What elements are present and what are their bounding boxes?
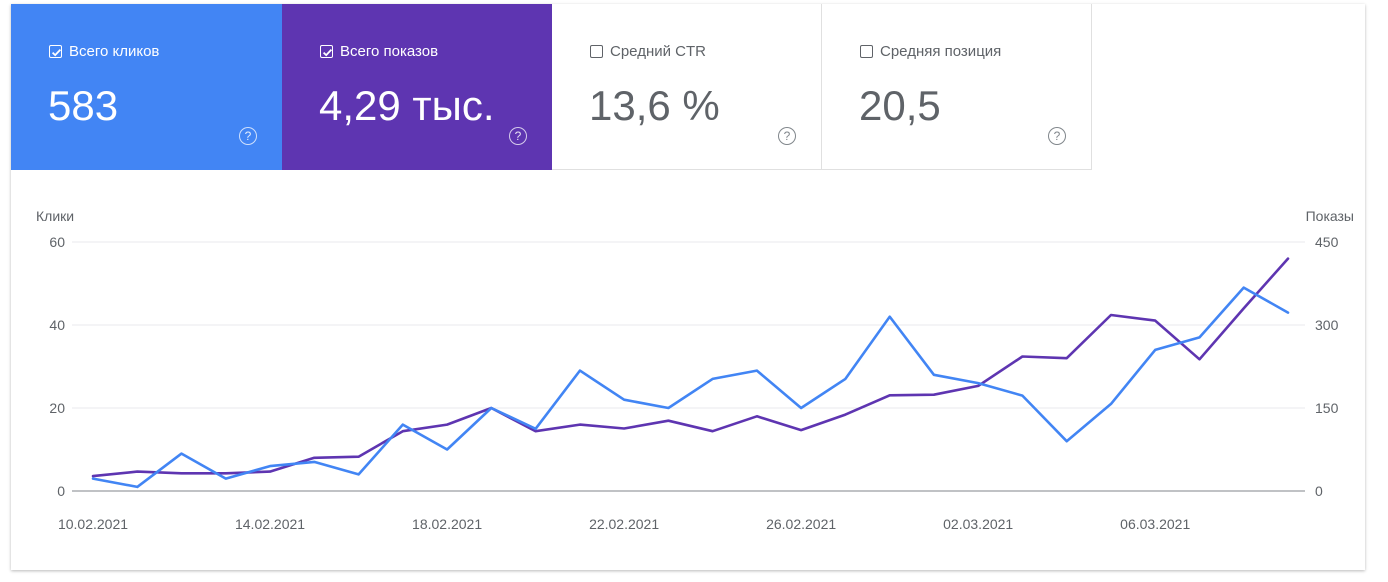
checkbox-unchecked-icon[interactable] <box>860 45 873 58</box>
metric-label: Всего кликов <box>69 43 160 60</box>
metric-value: 583 <box>48 82 119 129</box>
y-axis-right-label: Показы <box>1306 208 1354 224</box>
x-tick-label: 02.03.2021 <box>943 516 1013 532</box>
y-axis-left-ticks: 0 20 40 60 <box>49 234 65 499</box>
y-left-tick-label: 60 <box>49 234 65 250</box>
metric-tile-average-ctr[interactable]: Средний CTR 13,6 % ? <box>552 4 822 170</box>
help-icon[interactable]: ? <box>239 127 257 145</box>
metric-tile-average-position[interactable]: Средняя позиция 20,5 ? <box>822 4 1092 170</box>
metric-label: Средний CTR <box>610 43 706 60</box>
metric-tile-total-clicks[interactable]: Всего кликов 583 ? <box>11 4 282 170</box>
grid-lines <box>72 241 1305 492</box>
metric-value: 13,6 % <box>589 82 720 129</box>
metric-label: Средняя позиция <box>880 43 1002 60</box>
y-left-tick-label: 0 <box>57 483 65 499</box>
y-right-tick-label: 300 <box>1315 317 1339 333</box>
y-right-tick-label: 150 <box>1315 400 1339 416</box>
y-left-tick-label: 40 <box>49 317 65 333</box>
help-icon[interactable]: ? <box>509 127 527 145</box>
x-tick-label: 06.03.2021 <box>1120 516 1190 532</box>
metric-tile-total-impressions[interactable]: Всего показов 4,29 тыс. ? <box>282 4 552 170</box>
checkbox-checked-icon[interactable] <box>320 45 333 58</box>
help-icon[interactable]: ? <box>778 127 796 145</box>
series-line-impressions <box>91 257 1290 478</box>
x-axis-ticks: 10.02.2021 14.02.2021 18.02.2021 22.02.2021… <box>58 516 1191 532</box>
series-lines <box>91 257 1290 489</box>
help-icon[interactable]: ? <box>1048 127 1066 145</box>
metric-value: 4,29 тыс. <box>319 82 495 129</box>
x-tick-label: 14.02.2021 <box>235 516 305 532</box>
checkbox-checked-icon[interactable] <box>49 45 62 58</box>
y-right-tick-label: 450 <box>1315 234 1339 250</box>
x-tick-label: 18.02.2021 <box>412 516 482 532</box>
metric-value: 20,5 <box>859 82 941 129</box>
series-line-clicks <box>91 286 1290 489</box>
checkbox-unchecked-icon[interactable] <box>590 45 603 58</box>
y-left-tick-label: 20 <box>49 400 65 416</box>
metric-label: Всего показов <box>340 43 439 60</box>
y-axis-left-label: Клики <box>36 208 74 224</box>
y-right-tick-label: 0 <box>1315 483 1323 499</box>
x-tick-label: 26.02.2021 <box>766 516 836 532</box>
x-tick-label: 10.02.2021 <box>58 516 128 532</box>
x-tick-label: 22.02.2021 <box>589 516 659 532</box>
y-axis-right-ticks: 0 150 300 450 <box>1315 234 1339 499</box>
